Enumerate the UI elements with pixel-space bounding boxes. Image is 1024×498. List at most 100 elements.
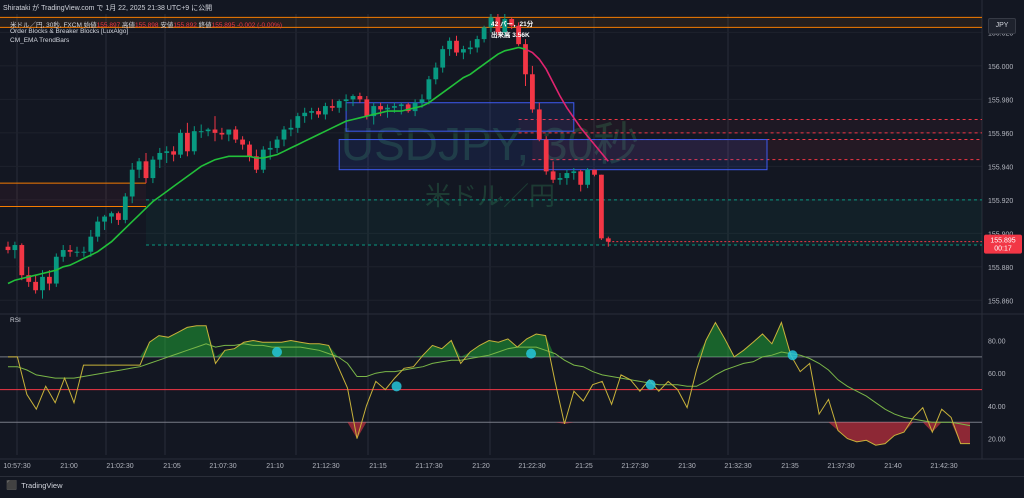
ohlc-low-label: 安値 (160, 22, 174, 29)
candle-body-43 (302, 112, 308, 117)
candle-body-37 (260, 149, 266, 170)
candle-body-86 (599, 174, 604, 239)
candle-body-57 (398, 104, 404, 107)
candle-body-0 (5, 246, 11, 251)
candle-body-45 (316, 111, 321, 115)
rsi-cross-marker-4 (787, 350, 798, 361)
ohlc-close-label: 終値 (198, 22, 212, 29)
candle-body-66 (461, 49, 466, 53)
rsi-tick-1: 60.00 (988, 371, 1006, 378)
price-tick-7: 155.880 (988, 265, 1013, 272)
currency-button[interactable]: JPY (988, 18, 1016, 34)
candle-body-72 (502, 19, 508, 33)
ohlc-open-value: 155.897 (96, 22, 121, 29)
time-tick-8: 21:17:30 (415, 463, 442, 470)
symbol-name: 米ドル／円, 30秒, FXCM (10, 22, 82, 29)
rsi-cross-marker-0 (272, 346, 283, 357)
time-tick-11: 21:25 (575, 463, 593, 470)
rsi-tick-3: 20.00 (988, 437, 1006, 444)
candle-body-56 (392, 106, 397, 108)
indicator-order-blocks[interactable]: Order Blocks & Breaker Blocks [LuxAlgo] (10, 28, 129, 35)
candle-body-47 (329, 106, 335, 108)
bar-count-readout: 42 バー，21分 (491, 21, 534, 28)
ohlc-high-label: 高値 (122, 22, 135, 29)
candle-body-18 (129, 169, 135, 197)
block-zone-4 (146, 199, 982, 246)
time-tick-18: 21:42:30 (930, 463, 957, 470)
candle-body-61 (426, 79, 432, 100)
rsi-cross-marker-3 (645, 379, 656, 390)
volume-readout: 出来高 3.56K (491, 32, 530, 39)
candle-body-79 (550, 171, 556, 180)
rsi-label[interactable]: RSI (10, 317, 21, 324)
candle-body-3 (26, 275, 32, 282)
candle-body-68 (474, 39, 480, 48)
candle-body-41 (288, 127, 294, 130)
time-tick-4: 21:07:30 (209, 463, 236, 470)
candle-body-64 (447, 40, 452, 50)
price-change: -0.002 (-0.00%) (236, 22, 283, 29)
candle-body-1 (12, 245, 18, 251)
candle-body-58 (405, 104, 411, 112)
published-line: Shirataki が TradingView.com で 1月 22, 202… (3, 5, 213, 12)
price-tick-2: 155.980 (988, 97, 1013, 104)
last-price-timer: 00:17 (994, 246, 1012, 253)
symbol-line: 米ドル／円, 30秒, FXCM 始値155.897 高値155.898 安値1… (10, 19, 282, 29)
order-blocks (0, 16, 982, 246)
price-tick-4: 155.940 (988, 164, 1013, 171)
candle-body-71 (495, 17, 501, 33)
candle-body-46 (323, 106, 328, 115)
candle-body-9 (67, 250, 73, 252)
candle-body-38 (267, 147, 273, 150)
candle-body-49 (343, 99, 349, 102)
indicator-ema-trendbars[interactable]: CM_EMA TrendBars (10, 37, 70, 44)
ema-line (7, 46, 609, 285)
time-tick-3: 21:05 (163, 463, 181, 470)
candle-body-27 (191, 131, 197, 152)
candle-body-30 (212, 129, 218, 133)
candle-body-14 (102, 216, 107, 222)
candle-body-34 (240, 139, 245, 145)
tv-icon: ⬛ (6, 480, 18, 490)
candle-body-35 (247, 144, 252, 157)
blue-block-upper (345, 102, 575, 132)
candle-body-84 (585, 169, 590, 185)
rsi-cross-marker-1 (391, 381, 402, 392)
ohlc-low-value: 155.892 (173, 22, 197, 29)
time-tick-10: 21:22:30 (518, 463, 545, 470)
rsi-line (8, 321, 970, 446)
time-tick-6: 21:12:30 (312, 463, 339, 470)
candle-body-20 (143, 161, 149, 179)
time-tick-15: 21:35 (781, 463, 799, 470)
price-tick-3: 155.960 (988, 131, 1013, 138)
candle-body-51 (357, 96, 363, 100)
candle-body-5 (40, 276, 45, 291)
price-tick-8: 155.860 (988, 298, 1013, 305)
rsi-ma-line (8, 343, 971, 427)
candle-body-55 (385, 107, 390, 110)
candle-body-60 (419, 99, 425, 103)
candle-body-22 (157, 152, 163, 160)
candle-body-73 (509, 19, 515, 26)
footer-brand: TradingView (21, 481, 63, 490)
rsi-pane (0, 321, 982, 446)
block-zone-1 (518, 119, 982, 133)
candle-body-48 (336, 101, 342, 108)
tradingview-logo[interactable]: ⬛ TradingView (6, 480, 63, 491)
candle-body-10 (74, 251, 80, 253)
candle-body-59 (412, 102, 418, 112)
candle-body-2 (19, 245, 25, 276)
candle-body-36 (254, 156, 259, 170)
rsi-cross-marker-2 (526, 348, 537, 359)
candle-body-70 (488, 17, 494, 28)
candle-body-32 (226, 129, 232, 135)
time-tick-0: 10:57:30 (3, 463, 30, 470)
candle-body-25 (178, 132, 183, 155)
ema-line-up (7, 46, 526, 285)
candle-body-31 (219, 132, 225, 135)
candle-body-80 (557, 178, 563, 180)
candle-body-65 (454, 40, 459, 53)
candle-body-15 (109, 213, 114, 217)
